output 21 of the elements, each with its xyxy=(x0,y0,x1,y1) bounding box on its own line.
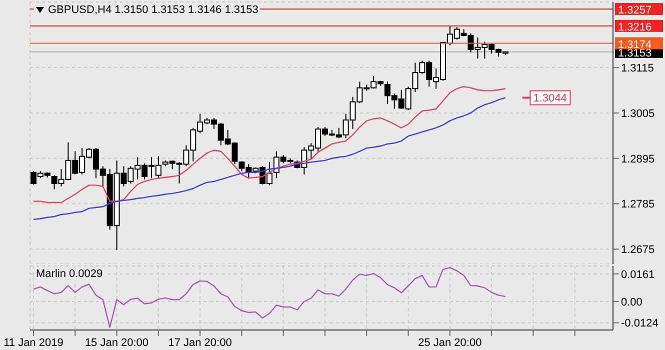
ref-line-label: 1.3153 xyxy=(618,47,652,60)
y-tick-label: 1.3005 xyxy=(621,108,655,120)
y-tick-label: 1.2895 xyxy=(621,153,655,166)
text: 1.3044 xyxy=(533,92,567,105)
chart-title: GBPUSD,H4 1.3150 1.3153 1.3146 1.3153 xyxy=(48,4,258,16)
line-series xyxy=(32,86,506,204)
y-tick-label: 1.3115 xyxy=(621,62,654,75)
y-tick-label: 0.00 xyxy=(621,296,642,308)
x-tick-label: 17 Jan 20:00 xyxy=(168,336,232,349)
x-tick-label: 25 Jan 20:00 xyxy=(418,336,482,349)
chart-title: Marlin 0.0029 xyxy=(36,268,103,280)
y-tick-label: 0.0161 xyxy=(621,268,655,281)
y-tick-label: 1.2785 xyxy=(621,198,655,211)
y-tick-label: 1.2675 xyxy=(621,244,655,256)
x-tick-label: 11 Jan 2019 xyxy=(4,336,64,349)
ref-line-label: 1.3216 xyxy=(618,21,652,34)
line-series xyxy=(32,266,506,328)
ref-line-label: 1.3257 xyxy=(618,4,652,17)
line-series xyxy=(32,97,506,220)
x-tick-label: 15 Jan 20:00 xyxy=(84,336,149,349)
y-tick-label: -0.0124 xyxy=(621,318,658,330)
